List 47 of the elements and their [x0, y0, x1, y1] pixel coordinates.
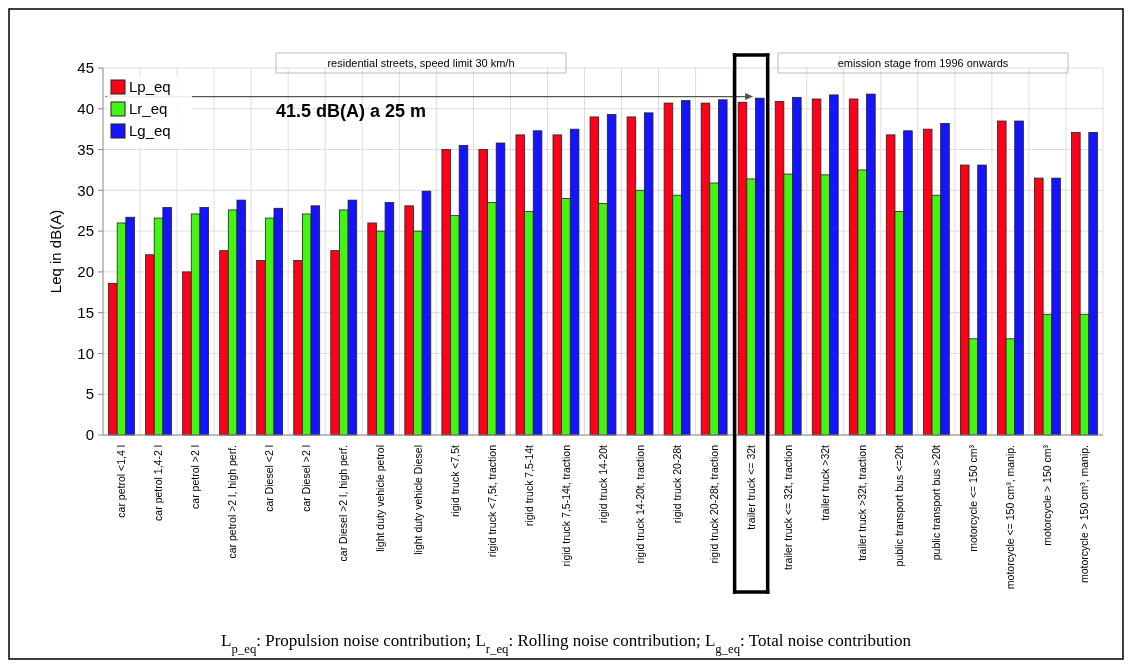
x-tick-label: trailer truck <= 32t: [744, 444, 757, 530]
label-box: emission stage from 1996 onwards: [777, 52, 1069, 74]
x-tick-label: car Diesel >2 l, high perf.: [337, 445, 350, 562]
x-tick-label: motorcycle <= 150 cm³, manip.: [1004, 445, 1017, 590]
y-tick-label: 35: [77, 140, 94, 158]
annotation: emission stage from 1996 onwards: [837, 57, 1009, 69]
y-axis-title: Leq in dB(A): [47, 209, 64, 294]
x-tick-label: car petrol <1,4 l: [115, 445, 128, 518]
ref-line-label: 41.5 dB(A) a 25 m: [276, 100, 427, 121]
x-tick-label: light duty vehicle Diesel: [411, 445, 424, 555]
x-tick-label: rigid truck 14-20t, traction: [633, 444, 646, 564]
y-tick-label: 10: [77, 344, 94, 362]
y-tick-label: 30: [77, 181, 94, 199]
legend-label: Lp_eq: [129, 78, 171, 96]
x-tick-label: trailer truck >32t, traction: [855, 444, 868, 561]
x-tick-label: rigid truck <7,5t: [448, 444, 461, 518]
x-tick-label: light duty vehicle petrol: [374, 445, 387, 552]
x-tick-label: car Diesel <2 l: [263, 445, 276, 512]
x-tick-label: public transport bus <=20t: [892, 444, 905, 567]
x-tick-label: rigid truck 20-28t, traction: [707, 444, 720, 564]
legend-label: Lg_eq: [129, 122, 171, 140]
y-tick-label: 5: [85, 385, 94, 403]
x-tick-label: rigid truck 14-20t: [596, 444, 609, 524]
y-tick-label: 15: [77, 303, 94, 321]
annotation: residential streets, speed limit 30 km/h: [327, 57, 515, 69]
label-box: residential streets, speed limit 30 km/h: [275, 52, 567, 74]
y-tick-label: 40: [77, 100, 94, 118]
x-tick-label: car petrol >2 l, high perf.: [226, 445, 239, 559]
x-tick-label: rigid truck <7,5t, traction: [485, 444, 498, 558]
x-tick-label: trailer truck >32t: [818, 444, 831, 521]
y-tick-label: 45: [77, 59, 94, 77]
x-tick-label: car petrol 1,4-2 l: [152, 445, 165, 521]
x-tick-label: rigid truck 20-28t: [670, 444, 683, 524]
x-tick-label: trailer truck <= 32t, traction: [781, 444, 794, 570]
x-tick-label: motorcycle <= 150 cm³: [967, 444, 980, 552]
x-tick-label: motorcycle > 150 cm³: [1041, 444, 1054, 546]
y-tick-label: 20: [77, 263, 94, 281]
legend-label: Lr_eq: [129, 100, 168, 118]
y-tick-label: 0: [85, 426, 94, 444]
x-tick-label: rigid truck 7,5-14t, traction: [559, 444, 572, 567]
text: L$_{p_eq}$: Propulsion noise contribution; L$_{r_eq}$: Rolling noise contribution; L$_{g_eq}$: Total noise contribution: [221, 631, 912, 656]
x-tick-label: car petrol >2 l: [189, 445, 202, 509]
x-tick-label: car Diesel >2 l: [300, 445, 313, 512]
x-tick-label: rigid truck 7,5-14t: [522, 444, 535, 527]
x-tick-label: public transport bus >20t: [930, 444, 943, 561]
x-tick-label: motorcycle > 150 cm³, manip.: [1078, 445, 1091, 584]
y-tick-label: 25: [77, 222, 94, 240]
